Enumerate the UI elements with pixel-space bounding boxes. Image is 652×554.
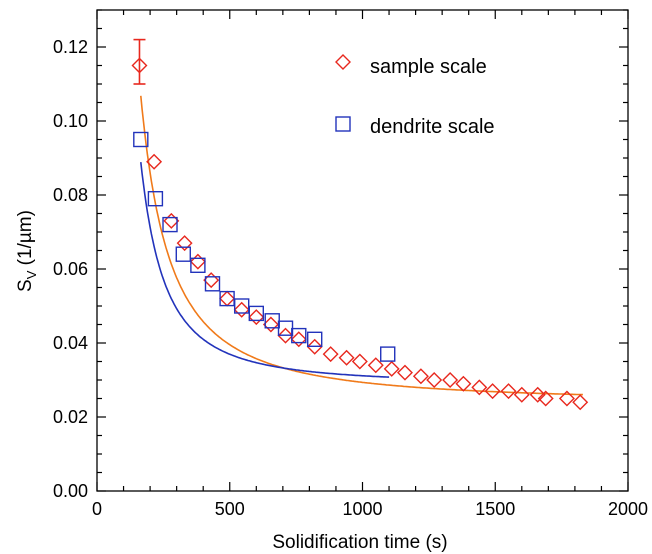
data-point-sample-scale: [484, 383, 501, 400]
data-point-sample-scale: [262, 316, 279, 333]
data-point-sample-scale: [203, 272, 220, 289]
fit-curve: [140, 95, 583, 396]
x-tick-label: 500: [215, 499, 245, 519]
data-point-sample-scale: [163, 212, 180, 229]
data-point-sample-scale: [455, 375, 472, 392]
y-tick-label: 0.06: [53, 259, 88, 279]
data-point-dendrite-scale: [175, 246, 191, 262]
data-point-sample-scale: [219, 290, 236, 307]
legend-marker-diamond: [335, 54, 351, 70]
fit-curves: [140, 95, 583, 396]
x-axis-title: Solidification time (s): [272, 532, 447, 553]
data-point-sample-scale: [322, 346, 339, 363]
y-tick-label: 0.00: [53, 481, 88, 501]
data-point-dendrite-scale: [307, 331, 323, 347]
legend-marker-square: [335, 116, 351, 132]
data-point-sample-scale: [306, 338, 323, 355]
y-tick-label: 0.12: [53, 37, 88, 57]
data-point-sample-scale: [131, 57, 148, 74]
data-point-sample-scale: [537, 390, 554, 407]
y-tick-label: 0.08: [53, 185, 88, 205]
x-tick-label: 1000: [342, 499, 382, 519]
y-tick-label: 0.04: [53, 333, 88, 353]
data-point-sample-scale: [351, 353, 368, 370]
fit-curve: [140, 162, 390, 378]
data-point-sample-scale: [338, 349, 355, 366]
data-point-dendrite-scale: [380, 346, 396, 362]
data-point-dendrite-scale: [204, 276, 221, 292]
data-point-sample-scale: [277, 327, 294, 344]
legend-label: dendrite scale: [370, 116, 495, 138]
data-point-sample-scale: [396, 364, 413, 381]
y-axis-title-sub: V: [24, 270, 39, 279]
data-point-sample-scale: [572, 394, 589, 411]
y-axis-title: SV (1/µm): [15, 210, 39, 292]
data-point-sample-scale: [558, 390, 575, 407]
y-tick-label: 0.10: [53, 111, 88, 131]
data-point-sample-scale: [442, 372, 459, 388]
legend: sample scale dendrite scale: [335, 54, 495, 138]
data-point-dendrite-scale: [248, 305, 265, 322]
y-axis-title-main: S: [15, 279, 36, 292]
data-point-sample-scale: [176, 235, 193, 252]
data-point-sample-scale: [412, 368, 429, 385]
y-tick-label: 0.02: [53, 407, 88, 427]
x-tick-label: 2000: [608, 499, 648, 519]
data-point-dendrite-scale: [291, 327, 307, 344]
data-point-sample-scale: [471, 379, 488, 396]
legend-label: sample scale: [370, 56, 487, 78]
data-point-dendrite-scale: [133, 131, 149, 148]
data-point-sample-scale: [529, 386, 546, 403]
x-tick-label: 1500: [475, 499, 515, 519]
data-point-dendrite-scale: [190, 257, 206, 273]
data-point-sample-scale: [189, 253, 206, 270]
data-point-sample-scale: [248, 309, 265, 326]
y-axis-title-rest: (1/µm): [15, 210, 36, 271]
data-point-sample-scale: [233, 301, 250, 318]
data-point-sample-scale: [500, 383, 517, 400]
tick-labels: 0 500 1000 1500 2000 0.00 0.02 0.04 0.06 0.08 0.10…: [53, 37, 648, 519]
data-point-sample-scale: [513, 386, 530, 403]
data-point-sample-scale: [367, 357, 384, 374]
x-tick-label: 0: [92, 499, 102, 519]
axis-ticks: [96, 9, 629, 492]
data-point-sample-scale: [426, 372, 443, 388]
data-point-dendrite-scale: [147, 190, 164, 207]
data-marks: [131, 38, 589, 411]
data-point-sample-scale: [383, 360, 400, 377]
data-point-dendrite-scale: [162, 216, 178, 233]
data-point-dendrite-scale: [219, 290, 235, 307]
data-point-sample-scale: [146, 153, 163, 170]
data-point-sample-scale: [290, 331, 307, 348]
